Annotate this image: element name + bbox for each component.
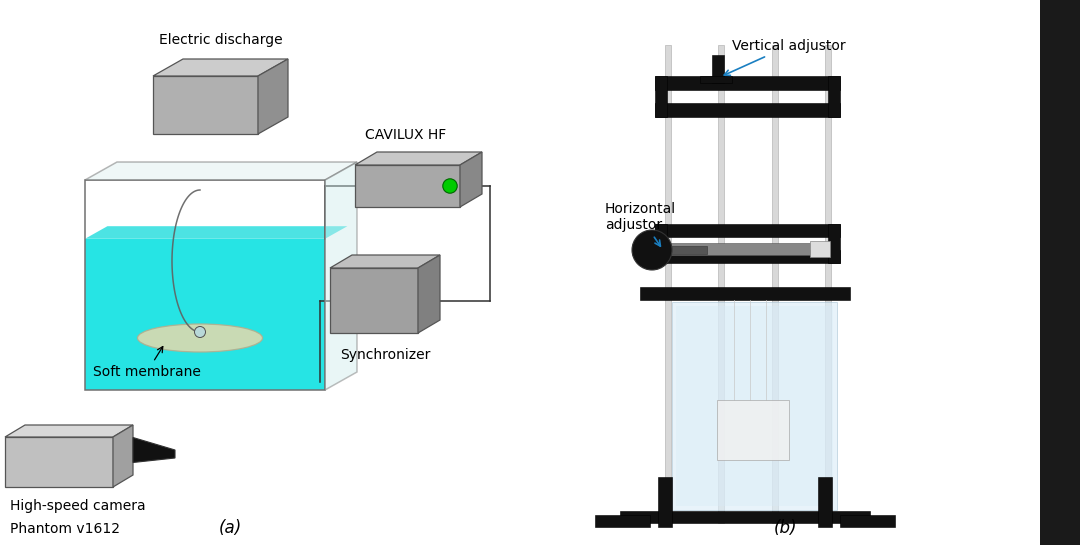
Bar	[818, 477, 832, 527]
Polygon shape	[418, 255, 440, 333]
Polygon shape	[325, 162, 357, 390]
Bar	[658, 477, 672, 527]
Bar	[595, 515, 650, 527]
Ellipse shape	[137, 324, 262, 352]
Bar	[654, 103, 840, 117]
Bar	[810, 241, 831, 257]
Polygon shape	[330, 268, 418, 333]
Text: CAVILUX HF: CAVILUX HF	[365, 128, 446, 142]
Circle shape	[194, 326, 205, 337]
Polygon shape	[5, 437, 113, 487]
Bar	[718, 45, 724, 523]
Bar	[840, 515, 895, 527]
Text: (a): (a)	[218, 519, 242, 537]
Polygon shape	[85, 239, 325, 390]
Polygon shape	[153, 59, 288, 76]
Polygon shape	[153, 76, 258, 134]
Bar	[828, 224, 840, 263]
Polygon shape	[258, 59, 288, 134]
Polygon shape	[460, 152, 482, 207]
Polygon shape	[355, 165, 460, 207]
Polygon shape	[330, 255, 440, 268]
Bar	[672, 302, 837, 510]
Text: Electric discharge: Electric discharge	[159, 33, 282, 47]
Circle shape	[443, 179, 457, 193]
Text: Phantom v1612: Phantom v1612	[10, 522, 120, 536]
Polygon shape	[355, 152, 482, 165]
Bar	[654, 250, 840, 263]
Bar	[670, 243, 810, 255]
Bar	[640, 287, 850, 300]
Bar	[676, 306, 833, 506]
Bar	[654, 76, 667, 117]
Polygon shape	[85, 162, 357, 180]
Bar	[654, 76, 840, 90]
Text: Horizontal
adjustor: Horizontal adjustor	[605, 202, 676, 246]
Bar	[712, 55, 724, 83]
Text: High-speed camera: High-speed camera	[10, 499, 146, 513]
Bar	[652, 246, 707, 254]
Bar	[654, 224, 840, 237]
Bar	[828, 76, 840, 117]
Bar	[700, 76, 732, 83]
Polygon shape	[133, 438, 175, 463]
Bar	[717, 400, 789, 460]
Circle shape	[632, 230, 672, 270]
Text: Vertical adjustor: Vertical adjustor	[725, 39, 846, 75]
Text: Soft membrane: Soft membrane	[93, 347, 201, 379]
Text: (b): (b)	[773, 519, 797, 537]
Bar	[825, 45, 831, 523]
Bar	[665, 45, 671, 523]
Polygon shape	[5, 425, 133, 437]
Polygon shape	[85, 226, 348, 239]
Text: Synchronizer: Synchronizer	[340, 348, 430, 362]
Polygon shape	[113, 425, 133, 487]
Bar	[772, 45, 778, 523]
Bar	[1040, 0, 1080, 545]
Bar	[654, 224, 667, 263]
Bar	[620, 511, 870, 523]
